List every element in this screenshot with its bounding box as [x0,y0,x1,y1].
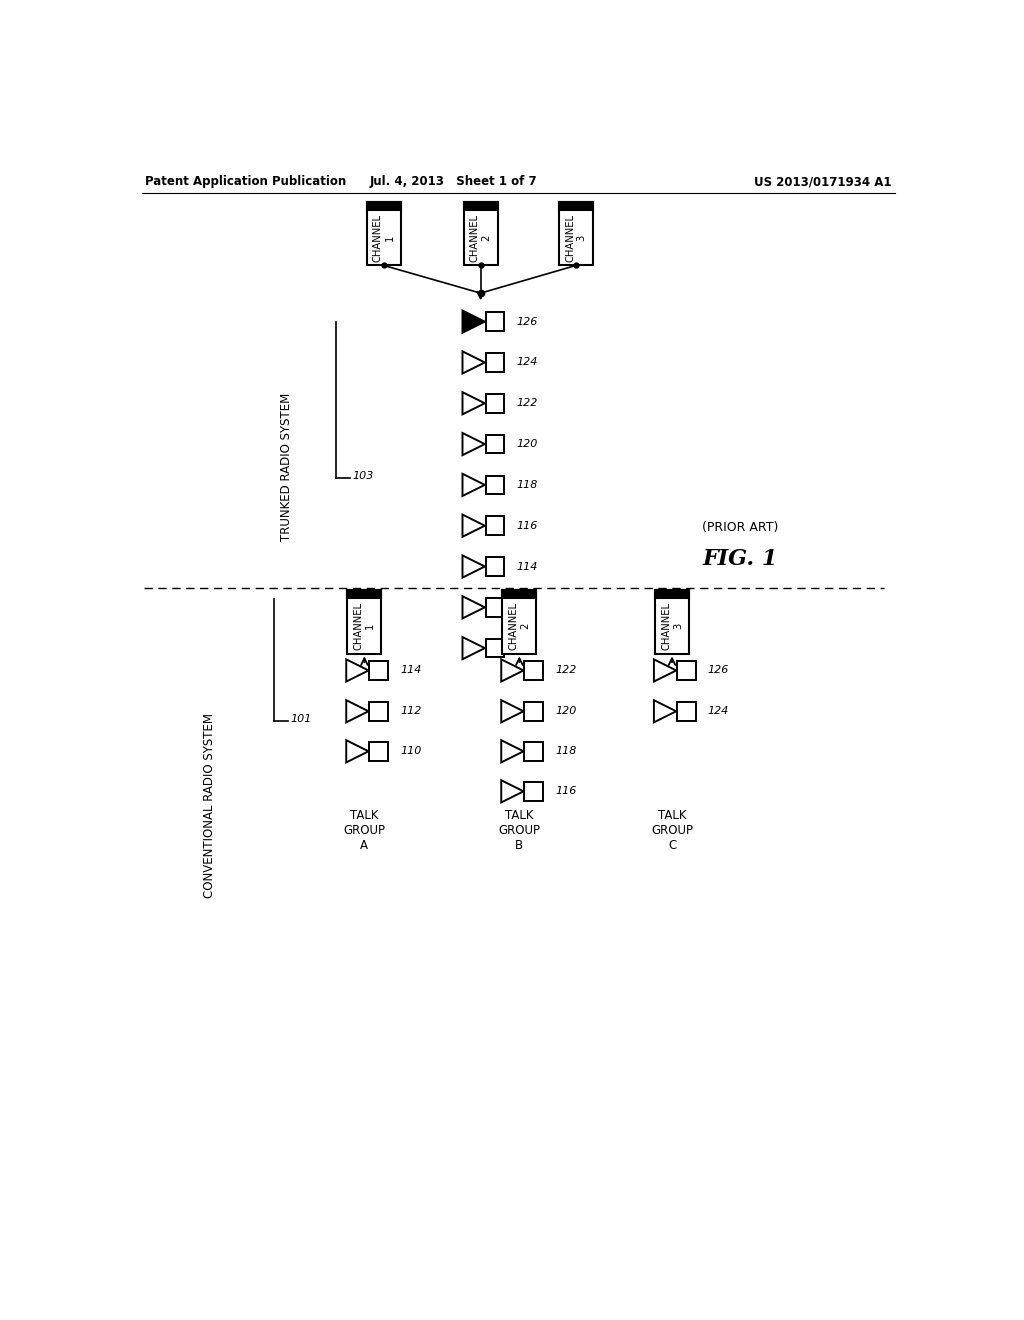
Text: US 2013/0171934 A1: US 2013/0171934 A1 [754,176,891,189]
Text: TRUNKED RADIO SYSTEM: TRUNKED RADIO SYSTEM [281,392,293,540]
Text: FIG. 1: FIG. 1 [702,548,778,570]
Polygon shape [654,660,676,681]
Text: CHANNEL
2: CHANNEL 2 [509,602,530,649]
Text: 110: 110 [516,643,538,653]
Text: CHANNEL
2: CHANNEL 2 [470,214,492,261]
Bar [485,557,504,576]
Text: 116: 116 [555,787,577,796]
Bar [485,598,504,616]
Polygon shape [501,780,523,803]
Polygon shape [463,351,484,374]
Bar [347,590,381,598]
Bar [464,202,498,210]
Bar [347,590,381,653]
Bar [485,354,504,372]
Bar [524,661,543,680]
Polygon shape [463,597,484,618]
Text: 122: 122 [555,665,577,676]
Bar [485,434,504,453]
Text: CHANNEL
1: CHANNEL 1 [373,214,394,261]
Bar [370,661,388,680]
Text: 124: 124 [708,706,729,717]
Bar [370,702,388,721]
Text: TALK
GROUP
C: TALK GROUP C [651,809,693,851]
Polygon shape [501,700,523,722]
Text: 116: 116 [516,520,538,531]
Text: CONVENTIONAL RADIO SYSTEM: CONVENTIONAL RADIO SYSTEM [203,713,216,898]
Bar [367,202,400,265]
Text: (PRIOR ART): (PRIOR ART) [702,521,778,535]
Bar [677,661,695,680]
Bar [503,590,537,598]
Text: 124: 124 [516,358,538,367]
Text: 112: 112 [400,706,422,717]
Bar [524,742,543,760]
Polygon shape [346,700,369,722]
Text: 114: 114 [400,665,422,676]
Polygon shape [346,660,369,681]
Text: 120: 120 [516,440,538,449]
Bar [559,202,593,210]
Text: TALK
GROUP
A: TALK GROUP A [343,809,385,851]
Text: 120: 120 [555,706,577,717]
Bar [503,590,537,653]
Polygon shape [463,310,484,333]
Polygon shape [463,474,484,496]
Text: 112: 112 [516,602,538,612]
Bar [524,702,543,721]
Text: 118: 118 [516,480,538,490]
Text: 101: 101 [291,714,312,723]
Polygon shape [463,556,484,578]
Polygon shape [463,392,484,414]
Text: 122: 122 [516,399,538,408]
Polygon shape [654,700,676,722]
Text: CHANNEL
1: CHANNEL 1 [353,602,375,649]
Polygon shape [501,741,523,763]
Text: 114: 114 [516,561,538,572]
Bar [524,781,543,800]
Polygon shape [463,638,484,659]
Bar [370,742,388,760]
Bar [485,516,504,535]
Bar [655,590,689,653]
Text: Jul. 4, 2013   Sheet 1 of 7: Jul. 4, 2013 Sheet 1 of 7 [370,176,538,189]
Polygon shape [346,741,369,763]
Text: 126: 126 [516,317,538,326]
Bar [485,313,504,331]
Text: 103: 103 [352,471,374,482]
Bar [559,202,593,265]
Text: CHANNEL
3: CHANNEL 3 [662,602,683,649]
Text: 110: 110 [400,746,422,756]
Bar [485,395,504,413]
Bar [677,702,695,721]
Polygon shape [463,515,484,537]
Polygon shape [501,660,523,681]
Bar [655,590,689,598]
Bar [367,202,400,210]
Polygon shape [463,433,484,455]
Text: CHANNEL
3: CHANNEL 3 [565,214,587,261]
Bar [464,202,498,265]
Text: Patent Application Publication: Patent Application Publication [145,176,346,189]
Text: TALK
GROUP
B: TALK GROUP B [499,809,541,851]
Text: 126: 126 [708,665,729,676]
Bar [485,475,504,494]
Bar [485,639,504,657]
Text: 118: 118 [555,746,577,756]
